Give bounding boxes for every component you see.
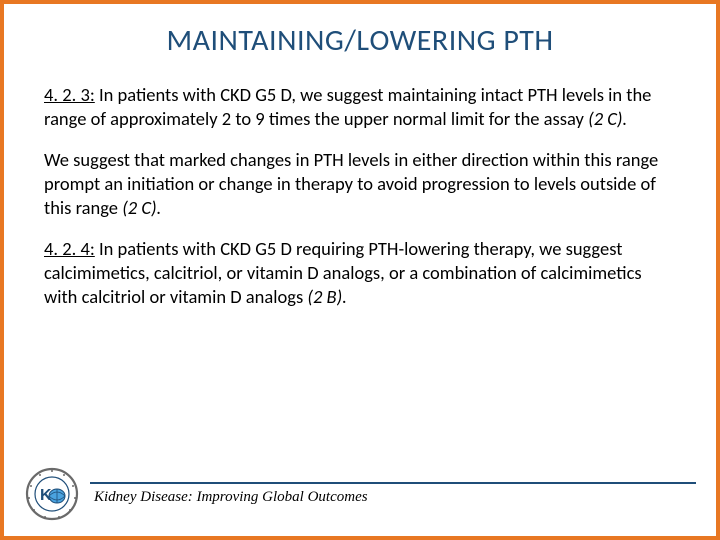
rec-grade: (2 C). (588, 107, 627, 130)
slide-container: MAINTAINING/LOWERING PTH 4. 2. 3: In pat… (4, 4, 716, 536)
footer-right: Kidney Disease: Improving Global Outcome… (90, 482, 696, 506)
rec-grade: (2 C). (122, 196, 161, 219)
rec-text: In patients with CKD G5 D, we suggest ma… (44, 83, 651, 130)
slide-footer: K Kidney Disease: Improving Global Outco… (24, 466, 696, 522)
rec-grade: (2 B). (307, 285, 347, 308)
footer-text: Kidney Disease: Improving Global Outcome… (90, 486, 696, 506)
rec-number: 4. 2. 3: (44, 83, 95, 106)
recommendation-note: We suggest that marked changes in PTH le… (44, 148, 676, 219)
rec-number: 4. 2. 4: (44, 237, 95, 260)
kdigo-seal-icon: K (24, 466, 80, 522)
footer-divider (90, 482, 696, 484)
svg-text:K: K (40, 487, 52, 504)
recommendation-4-2-3: 4. 2. 3: In patients with CKD G5 D, we s… (44, 83, 676, 130)
recommendation-4-2-4: 4. 2. 4: In patients with CKD G5 D requi… (44, 237, 676, 308)
slide-title: MAINTAINING/LOWERING PTH (44, 22, 676, 59)
